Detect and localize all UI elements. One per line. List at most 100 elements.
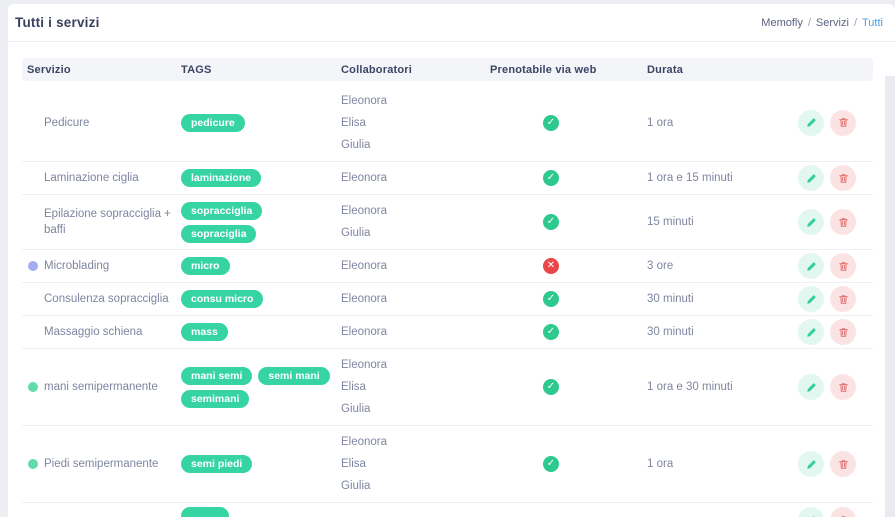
bookable-cell: ✓: [490, 214, 647, 230]
breadcrumb-link[interactable]: Servizi: [815, 16, 849, 29]
service-tags: mani semi semi mani semimani: [181, 366, 341, 408]
service-duration: 30 minuti: [647, 326, 694, 338]
row-actions: [798, 109, 868, 136]
breadcrumb-separator: /: [807, 16, 811, 29]
collaborator-name: Giulia: [341, 403, 371, 415]
delete-service-button[interactable]: [830, 109, 856, 136]
service-tag: sopracciglia: [181, 201, 263, 220]
trash-icon: [838, 217, 849, 228]
row-actions: [798, 253, 868, 279]
service-duration: 3 ore: [647, 260, 674, 272]
delete-service-button[interactable]: [830, 451, 856, 477]
service-tag: [181, 507, 229, 517]
delete-service-button[interactable]: [830, 209, 856, 235]
service-tag: semimani: [181, 389, 250, 408]
column-header-collaboratori: Collaboratori: [341, 63, 413, 76]
collaborator-name: Eleonora: [341, 436, 388, 448]
scrollbar[interactable]: [885, 76, 895, 517]
column-header-servizio: Servizio: [27, 63, 71, 76]
edit-service-button[interactable]: [798, 253, 824, 279]
service-duration: 1 ora e 30 minuti: [647, 381, 733, 393]
row-actions: [798, 165, 868, 191]
service-cell: Piedi semipermanente: [27, 456, 181, 472]
service-collaborators: Eleonora: [341, 321, 490, 343]
row-actions: [798, 374, 868, 400]
service-tag: micro: [181, 257, 230, 275]
service-cell: mani semipermanente: [27, 379, 181, 395]
collaborator-name: Eleonora: [341, 326, 388, 338]
service-tags: sopracciglia sopraciglia: [181, 201, 341, 243]
bookable-cell: ✓: [490, 114, 647, 131]
edit-service-button[interactable]: [798, 165, 824, 191]
collaborator-name: Giulia: [341, 138, 371, 151]
service-collaborators: Eleonora Elisa Giulia: [341, 90, 490, 156]
edit-service-button[interactable]: [798, 109, 824, 136]
service-name: Piedi semipermanente: [44, 458, 159, 470]
trash-icon: [838, 515, 849, 517]
delete-service-button[interactable]: [830, 165, 856, 191]
service-color-dot: [28, 382, 38, 392]
bookable-yes-icon: ✓: [543, 170, 559, 186]
service-collaborators: Eleonora Elisa Giulia: [341, 431, 490, 497]
service-duration: 15 minuti: [647, 216, 694, 228]
main-panel: Tutti i servizi Memofly / Servizi / Tutti Se…: [8, 4, 895, 517]
page-header: Tutti i servizi Memofly / Servizi / Tutti: [8, 4, 895, 42]
table-row: Consulenza sopracciglia consu micro Eleono…: [22, 282, 873, 315]
column-header-durata: Durata: [647, 63, 684, 76]
table-row: Massaggio schiena mass Eleonora ✓ 30 minuti: [22, 315, 873, 348]
trash-icon: [838, 294, 849, 305]
trash-icon: [838, 459, 849, 470]
table-row: Piedi semipermanente semi piedi Eleonora El…: [22, 425, 873, 502]
edit-service-button[interactable]: [798, 507, 824, 517]
collaborator-name: Giulia: [341, 480, 371, 492]
bookable-yes-icon: ✓: [543, 456, 559, 472]
breadcrumb-separator: /: [853, 16, 857, 29]
service-color-dot: [28, 261, 38, 271]
services-table: Servizio TAGS Collaboratori Prenotabile …: [22, 58, 873, 517]
service-collaborators: Eleonora Giulia: [341, 200, 490, 244]
breadcrumb-current: Tutti: [862, 16, 883, 29]
table-row-partial: [22, 502, 873, 517]
service-name: Microblading: [44, 260, 110, 272]
bookable-yes-icon: ✓: [543, 324, 559, 340]
row-actions: [798, 507, 868, 517]
pencil-icon: [806, 459, 817, 470]
edit-service-button[interactable]: [798, 319, 824, 345]
collaborator-name: Giulia: [341, 227, 371, 239]
bookable-cell: ✓: [490, 456, 647, 472]
delete-service-button[interactable]: [830, 319, 856, 345]
bookable-yes-icon: ✓: [543, 214, 559, 230]
collaborator-name: Eleonora: [341, 94, 388, 107]
bookable-cell: ✓: [490, 170, 647, 186]
service-color-dot: [28, 459, 38, 469]
edit-service-button[interactable]: [798, 209, 824, 235]
collaborator-name: Elisa: [341, 116, 366, 129]
delete-service-button[interactable]: [830, 286, 856, 312]
table-row: mani semipermanente mani semi semi mani sem…: [22, 348, 873, 425]
service-tag: mani semi: [181, 366, 253, 385]
service-tags: mass: [181, 323, 341, 341]
service-tags: semi piedi: [181, 455, 341, 473]
service-name: Massaggio schiena: [44, 326, 143, 338]
service-tag: laminazione: [181, 169, 262, 187]
bookable-cell: ✓: [490, 291, 647, 307]
breadcrumb-link[interactable]: Memofly: [761, 16, 803, 29]
row-actions: [798, 319, 868, 345]
bookable-yes-icon: ✓: [543, 379, 559, 395]
delete-service-button[interactable]: [830, 507, 856, 517]
service-cell: Massaggio schiena: [27, 324, 181, 340]
edit-service-button[interactable]: [798, 374, 824, 400]
service-tags: micro: [181, 257, 341, 275]
collaborator-name: Eleonora: [341, 260, 388, 272]
service-tags: consu micro: [181, 290, 341, 308]
collaborator-name: Elisa: [341, 458, 366, 470]
edit-service-button[interactable]: [798, 451, 824, 477]
trash-icon: [838, 261, 849, 272]
trash-icon: [838, 382, 849, 393]
edit-service-button[interactable]: [798, 286, 824, 312]
service-name: Pedicure: [44, 116, 90, 129]
delete-service-button[interactable]: [830, 253, 856, 279]
delete-service-button[interactable]: [830, 374, 856, 400]
collaborator-name: Elisa: [341, 381, 366, 393]
column-header-tags: TAGS: [181, 63, 212, 76]
